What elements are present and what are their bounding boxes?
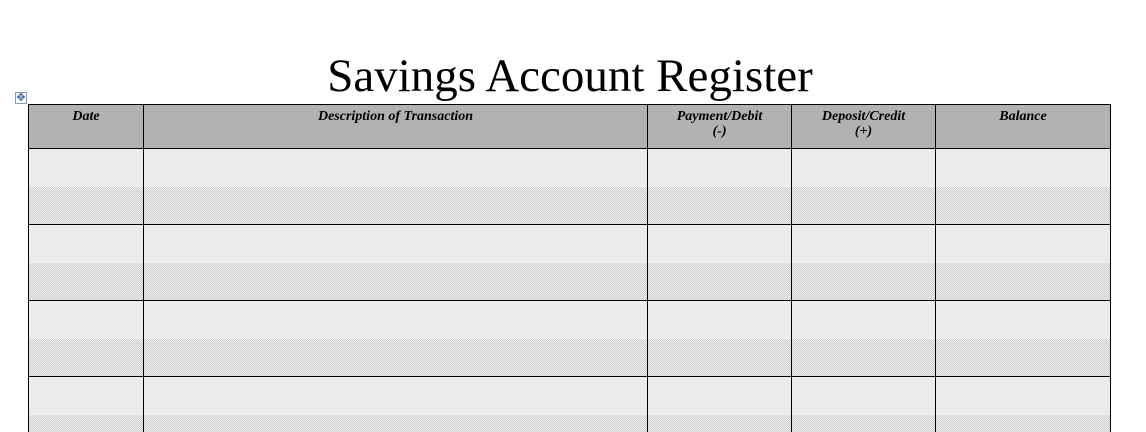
table-move-handle-icon[interactable]: ✥ [15, 91, 27, 104]
cell-shaded-half [29, 339, 143, 376]
cell-shaded-half [144, 263, 647, 300]
cell-shaded-half [936, 415, 1110, 432]
cell-shaded-half [29, 187, 143, 224]
column-header-payment-debit: Payment/Debit (-) [647, 104, 792, 149]
cell-shaded-half [936, 339, 1110, 376]
cell-deposit-credit[interactable] [791, 224, 936, 301]
cell-payment-debit[interactable] [647, 224, 792, 301]
cell-shaded-half [792, 263, 935, 300]
table-row [28, 376, 1111, 432]
cell-shaded-half [29, 415, 143, 432]
header-row: Date Description of Transaction Payment/… [28, 104, 1111, 149]
cell-shaded-half [144, 187, 647, 224]
cell-balance[interactable] [935, 224, 1111, 301]
table-row [28, 300, 1111, 377]
column-header-balance: Balance [935, 104, 1111, 149]
cell-shaded-half [648, 263, 791, 300]
cell-payment-debit[interactable] [647, 148, 792, 225]
page-title: Savings Account Register [327, 50, 813, 102]
cell-date[interactable] [28, 376, 144, 432]
cell-shaded-half [648, 415, 791, 432]
table-row [28, 148, 1111, 225]
cell-balance[interactable] [935, 300, 1111, 377]
cell-deposit-credit[interactable] [791, 148, 936, 225]
cell-description[interactable] [143, 300, 648, 377]
cell-payment-debit[interactable] [647, 300, 792, 377]
cell-shaded-half [648, 187, 791, 224]
table-row [28, 224, 1111, 301]
column-header-date: Date [28, 104, 144, 149]
register-table: Date Description of Transaction Payment/… [28, 104, 1111, 432]
cell-description[interactable] [143, 376, 648, 432]
cell-shaded-half [936, 187, 1110, 224]
cell-shaded-half [792, 187, 935, 224]
cell-balance[interactable] [935, 376, 1111, 432]
cell-deposit-credit[interactable] [791, 300, 936, 377]
cell-description[interactable] [143, 224, 648, 301]
cell-payment-debit[interactable] [647, 376, 792, 432]
cell-shaded-half [144, 415, 647, 432]
cell-shaded-half [792, 415, 935, 432]
cell-balance[interactable] [935, 148, 1111, 225]
cell-description[interactable] [143, 148, 648, 225]
cell-shaded-half [144, 339, 647, 376]
cell-shaded-half [792, 339, 935, 376]
column-header-description: Description of Transaction [143, 104, 648, 149]
cell-date[interactable] [28, 148, 144, 225]
cell-shaded-half [648, 339, 791, 376]
cell-date[interactable] [28, 300, 144, 377]
cell-date[interactable] [28, 224, 144, 301]
cell-deposit-credit[interactable] [791, 376, 936, 432]
column-header-deposit-credit: Deposit/Credit (+) [791, 104, 936, 149]
cell-shaded-half [29, 263, 143, 300]
cell-shaded-half [936, 263, 1110, 300]
